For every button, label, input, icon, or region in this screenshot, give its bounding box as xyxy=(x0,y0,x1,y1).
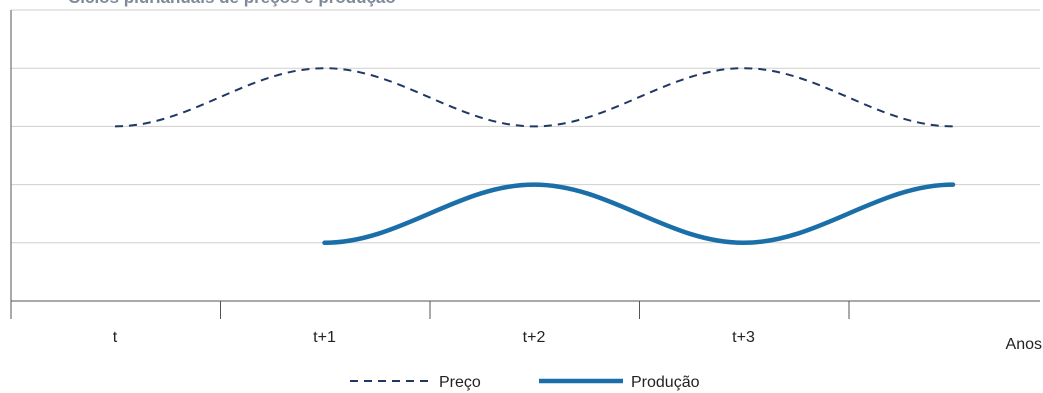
chart-title: Ciclos plurianuais de preços e produção xyxy=(68,0,396,8)
x-tick-labels: t t+1 t+2 t+3 xyxy=(113,329,755,346)
axes xyxy=(10,10,1040,319)
grid-lines xyxy=(11,9,1040,244)
series-line-preco xyxy=(114,67,954,128)
legend-label-0: Preço xyxy=(439,374,481,391)
x-tick-label: t+2 xyxy=(523,329,546,346)
series-line-producao xyxy=(322,182,956,246)
legend: Preço Produção xyxy=(350,374,700,391)
x-tick-label: t+3 xyxy=(732,329,755,346)
x-tick-label: t+1 xyxy=(313,329,336,346)
x-axis-label: Anos xyxy=(1006,336,1042,353)
legend-label-1: Produção xyxy=(631,374,700,391)
x-tick-label: t xyxy=(113,329,118,346)
series-lines xyxy=(114,67,956,246)
